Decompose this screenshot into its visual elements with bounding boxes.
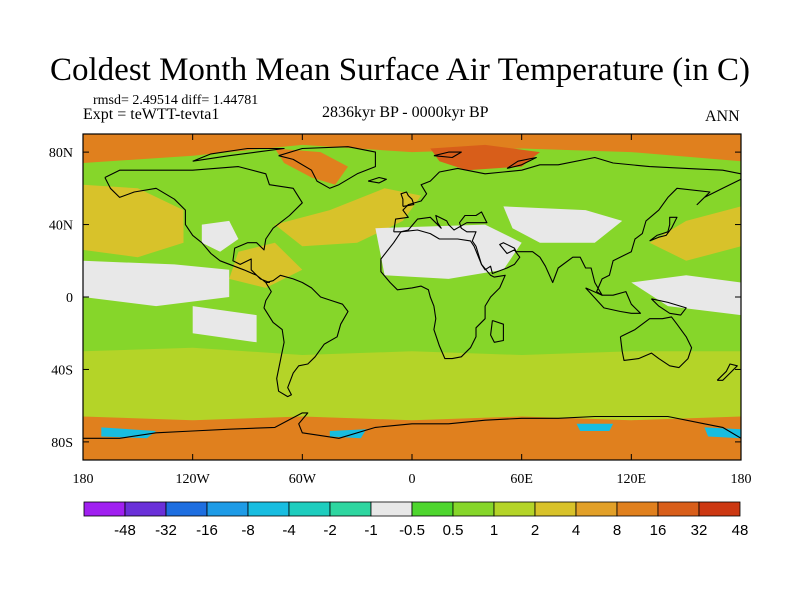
- coast-australia: [619, 316, 693, 369]
- colorbar-swatch-15: [698, 501, 741, 517]
- colorbar-label-3: -8: [241, 522, 254, 539]
- season-label: ANN: [705, 108, 740, 125]
- southern-ocean-band: [83, 347, 741, 439]
- antarctic-coast-cool-patch: [576, 423, 614, 431]
- colorbar-swatch-13: [616, 501, 659, 517]
- colorbar-label-12: 8: [613, 522, 621, 539]
- x-tick-label-4: 60E: [510, 472, 533, 487]
- colorbar-label-0: -48: [114, 522, 136, 539]
- x-tick-label-0: 180: [73, 472, 94, 487]
- chart-title: Coldest Month Mean Surface Air Temperatu…: [50, 52, 750, 88]
- antarctic-coast-cool-patch: [101, 427, 157, 439]
- barents-sea-warm-patch: [430, 144, 540, 171]
- colorbar-label-1: -32: [155, 522, 177, 539]
- colorbar-swatch-10: [493, 501, 536, 517]
- colorbar-swatch-12: [575, 501, 618, 517]
- y-axis: 80N 40N 0 40S 80S: [49, 146, 741, 451]
- x-tick-label-3: 0: [409, 472, 416, 487]
- colorbar-swatch-6: [329, 501, 372, 517]
- coast-iceland: [367, 176, 387, 184]
- colorbar-label-9: 1: [490, 522, 498, 539]
- coast-uk: [400, 191, 415, 207]
- stats-label: rmsd= 2.49514 diff= 1.44781: [93, 93, 259, 108]
- x-axis: 180 120W 60W 0 60E 120E 180: [73, 134, 752, 487]
- coast-arctic-islands: [192, 147, 285, 162]
- coast-madagascar: [490, 319, 504, 343]
- x-tick-label-5: 120E: [617, 472, 647, 487]
- x-tick-label-6: 180: [731, 472, 752, 487]
- colorbar-label-13: 16: [650, 522, 667, 539]
- eastern-pacific-near-zero: [192, 306, 257, 343]
- coast-greenland: [278, 146, 376, 189]
- colorbar-label-7: -0.5: [399, 522, 425, 539]
- coast-new-zealand: [716, 363, 738, 381]
- x-tick-label-1: 120W: [176, 472, 211, 487]
- colorbar-label-14: 32: [691, 522, 708, 539]
- y-tick-label-2: 0: [66, 291, 73, 306]
- colorbar-swatch-2: [165, 501, 208, 517]
- sahara-near-zero: [375, 224, 522, 279]
- colorbar-swatch-14: [657, 501, 700, 517]
- colorbar-swatch-0: [83, 501, 126, 517]
- arctic-warm-patch: [83, 134, 741, 163]
- coast-africa: [380, 229, 506, 360]
- colorbar-label-11: 4: [572, 522, 580, 539]
- colorbar-label-15: 48: [732, 522, 749, 539]
- north-america-near-zero: [201, 220, 239, 252]
- coast-new-guinea: [651, 298, 687, 316]
- y-tick-label-4: 80S: [51, 436, 73, 451]
- coast-antarctica: [83, 412, 741, 439]
- coast-eurasia-africa: [393, 156, 741, 296]
- colorbar-swatch-4: [247, 501, 290, 517]
- coastlines: [83, 146, 741, 439]
- colorbar-label-8: 0.5: [443, 522, 464, 539]
- y-tick-label-0: 80N: [49, 146, 73, 161]
- coast-novaya-zemlya: [506, 156, 537, 169]
- colorbar-swatch-1: [124, 501, 167, 517]
- y-tick-label-3: 40S: [51, 363, 73, 378]
- north-pacific-warm-patch: [83, 184, 184, 258]
- antarctic-coast-cool-patch: [704, 427, 741, 439]
- central-asia-near-zero: [503, 206, 623, 243]
- colorbar-label-6: -1: [364, 522, 377, 539]
- greenland-warm-patch: [274, 148, 348, 185]
- colorbar-swatch-11: [534, 501, 577, 517]
- north-atlantic-warm-patch: [274, 188, 422, 247]
- coast-indonesia: [585, 287, 642, 314]
- eastern-pacific-near-zero: [83, 260, 230, 307]
- x-tick-label-2: 60W: [289, 472, 317, 487]
- experiment-label: Expt = teWTT-tevta1: [83, 106, 220, 123]
- colorbar: -48 -32 -16 -8 -4 -2 -1 -0.5 0.5 1 2 4 8 16 32 48: [83, 501, 749, 539]
- coast-svalbard: [433, 151, 462, 159]
- coast-japan: [649, 216, 678, 242]
- colorbar-swatch-7: [370, 501, 413, 517]
- colorbar-label-10: 2: [531, 522, 539, 539]
- map-fill: [83, 134, 741, 460]
- colorbar-swatch-9: [452, 501, 495, 517]
- period-label: 2836kyr BP - 0000kyr BP: [322, 104, 489, 121]
- coast-south-america: [263, 274, 349, 398]
- colorbar-swatch-5: [288, 501, 331, 517]
- colorbar-swatch-8: [411, 501, 454, 517]
- antarctic-coast-cool-patch: [329, 429, 367, 439]
- y-tick-label-1: 40N: [49, 219, 73, 234]
- antarctic-coast-warm-patch: [83, 416, 741, 460]
- eastern-pacific-near-zero: [631, 275, 741, 316]
- colorbar-swatch-3: [206, 501, 249, 517]
- colorbar-label-4: -4: [282, 522, 295, 539]
- colorbar-label-2: -16: [196, 522, 218, 539]
- colorbar-label-5: -2: [323, 522, 336, 539]
- north-pacific-warm-patch: [649, 206, 741, 261]
- coast-north-america: [104, 166, 303, 284]
